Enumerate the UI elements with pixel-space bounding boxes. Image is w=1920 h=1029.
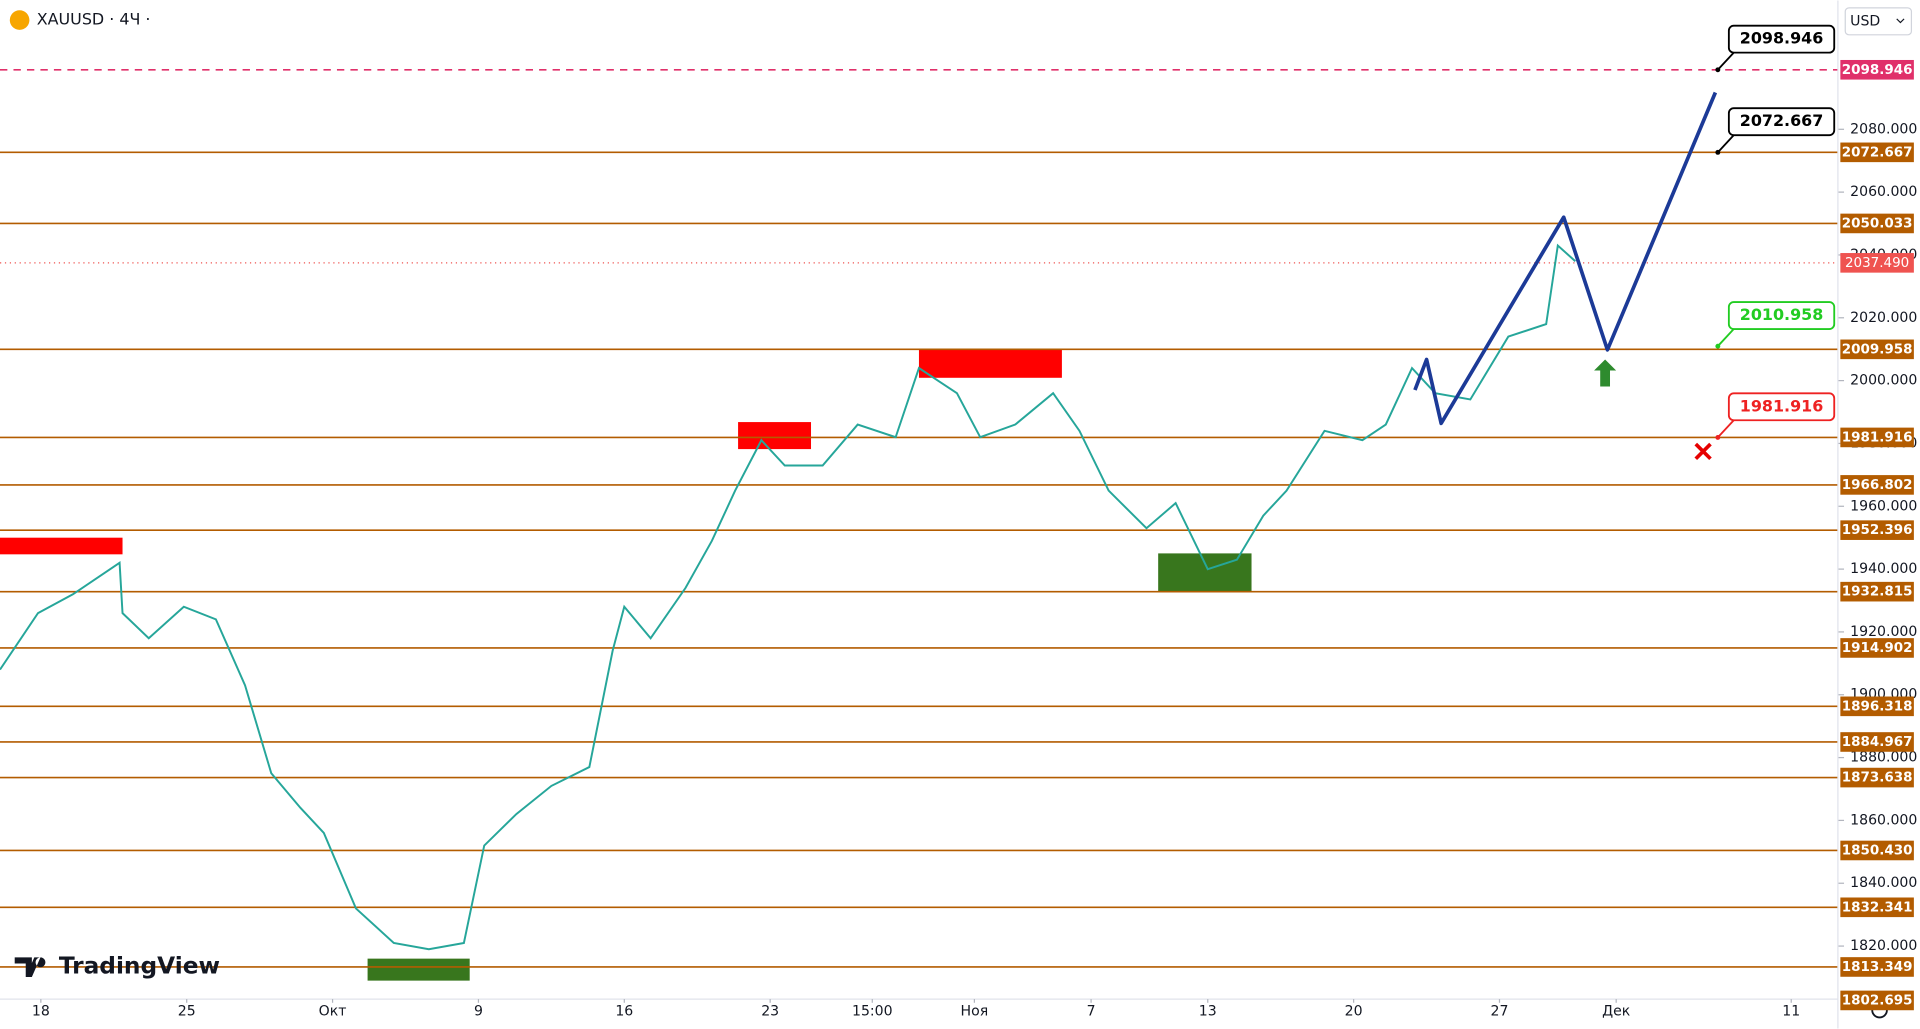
level-label: 1850.430	[1842, 842, 1913, 858]
y-tick-label: 2000.000	[1850, 373, 1917, 389]
x-tick-label: 15:00	[852, 1003, 893, 1019]
overlay: 2098.946 2072.667 2010.958 1981.916	[1413, 24, 1836, 440]
level-label-bg	[1840, 339, 1914, 360]
level-label-bg	[1840, 142, 1914, 163]
callout-anchor	[1715, 343, 1721, 349]
level-label: 2009.958	[1842, 341, 1913, 357]
level-label-bg	[1840, 427, 1914, 448]
callout-anchor	[1715, 67, 1721, 73]
callout-pointer	[1717, 52, 1735, 71]
level-label-bg	[1840, 59, 1914, 80]
x-tick-label: 7	[1087, 1003, 1096, 1019]
y-tick-label: 1940.000	[1850, 561, 1917, 577]
y-tick-label: 1880.000	[1850, 750, 1917, 766]
y-tick-label: 1960.000	[1850, 498, 1917, 514]
level-label: 1952.396	[1842, 522, 1913, 538]
level-label-bg	[1840, 990, 1914, 1011]
level-label: 1914.902	[1842, 640, 1913, 656]
marker-cross	[1694, 442, 1712, 461]
y-tick-label: 1820.000	[1850, 938, 1917, 954]
brand-logo: TradingView	[14, 953, 220, 980]
callout-label: 2010.958	[1740, 305, 1824, 324]
callout-label: 2098.946	[1740, 29, 1824, 48]
level-label-bg	[1840, 732, 1914, 752]
level-label-bg	[1840, 213, 1914, 234]
callout-label: 2072.667	[1740, 111, 1824, 130]
level-label-bg	[1840, 767, 1914, 788]
level-label: 1813.349	[1842, 959, 1913, 975]
projection-path	[1413, 91, 1718, 426]
symbol-logo	[9, 10, 30, 30]
callout-pointer	[1717, 134, 1735, 153]
callout-box	[1727, 24, 1836, 54]
x-tick-label: Ноя	[961, 1003, 989, 1019]
zone	[0, 537, 123, 555]
level-label: 1932.815	[1842, 584, 1913, 600]
x-tick-label: 25	[178, 1003, 196, 1019]
zone	[738, 422, 812, 450]
y-tick-label: 1860.000	[1850, 812, 1917, 828]
dropdown-icon	[1896, 18, 1905, 24]
level-label: 2050.033	[1842, 215, 1913, 231]
y-tick-label: 2020.000	[1850, 310, 1917, 326]
x-tick-label: 18	[32, 1003, 50, 1019]
zone	[918, 349, 1062, 378]
x-tick-label: 11	[1782, 1003, 1800, 1019]
callout-anchor	[1715, 149, 1721, 155]
callout-box	[1727, 392, 1836, 422]
symbol-title: XAUUSD · 4Ч ·	[37, 10, 151, 29]
level-label: 1966.802	[1842, 477, 1913, 493]
level-label: 2072.667	[1842, 144, 1913, 160]
level-label-bg	[1840, 638, 1914, 658]
x-tick-label: 9	[474, 1003, 483, 1019]
price-line	[0, 243, 1576, 951]
x-tick-label: 16	[615, 1003, 633, 1019]
x-tick-label: 13	[1199, 1003, 1217, 1019]
brand-mark	[14, 957, 46, 978]
last-price-bg	[1840, 253, 1914, 273]
currency-label[interactable]: USD	[1850, 13, 1880, 29]
buy-arrow	[1594, 359, 1617, 387]
last-price-label: 2037.490	[1845, 255, 1909, 271]
level-label-bg	[1840, 520, 1914, 540]
level-label: 1884.967	[1842, 734, 1913, 750]
y-tick-label: 1840.000	[1850, 875, 1917, 891]
callout-pointer	[1717, 419, 1735, 439]
time-axis	[0, 999, 1920, 1029]
level-label-bg	[1840, 957, 1914, 977]
level-label-bg	[1840, 696, 1914, 717]
level-label: 1873.638	[1842, 770, 1913, 786]
y-tick-label: 1920.000	[1850, 624, 1917, 640]
y-tick-label: 2080.000	[1850, 121, 1917, 137]
level-label-bg	[1840, 840, 1914, 861]
stop-mark	[1694, 442, 1712, 461]
level-label-bg	[1840, 581, 1914, 602]
zone	[367, 958, 470, 981]
level-label: 1832.341	[1842, 899, 1913, 915]
level-label: 1981.916	[1842, 429, 1913, 445]
callout-label: 1981.916	[1740, 396, 1824, 415]
callout-box	[1727, 107, 1836, 137]
level-label: 1896.318	[1842, 698, 1913, 714]
y-tick-label: 2060.000	[1850, 184, 1917, 200]
x-tick-label: 27	[1491, 1003, 1509, 1019]
callout-box	[1727, 301, 1836, 330]
x-tick-label: Дек	[1602, 1003, 1631, 1019]
callout-pointer	[1717, 328, 1735, 347]
x-tick-label: Окт	[319, 1003, 347, 1019]
callout-anchor	[1715, 434, 1721, 440]
brand-name: TradingView	[59, 953, 220, 980]
level-label-bg	[1840, 897, 1914, 918]
level-label-bg	[1840, 475, 1914, 495]
x-tick-label: 20	[1345, 1003, 1363, 1019]
currency-select[interactable]	[1844, 7, 1913, 36]
x-tick-label: 23	[761, 1003, 779, 1019]
level-label: 1802.695	[1842, 992, 1913, 1008]
level-label: 2098.946	[1842, 62, 1913, 78]
